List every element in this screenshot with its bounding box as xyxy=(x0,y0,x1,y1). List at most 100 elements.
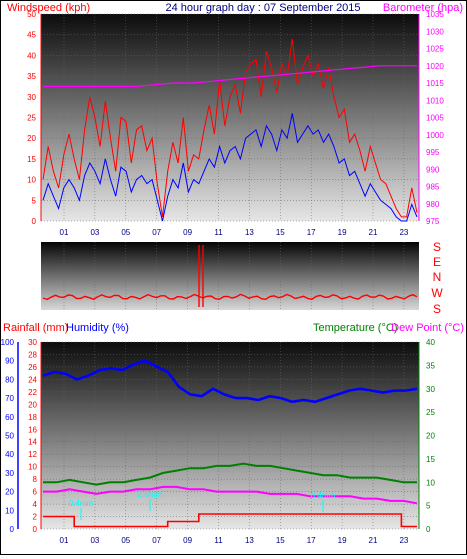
wind-dir-label-s-bottom: S xyxy=(433,302,441,316)
baro-y-tick-label: 1035 xyxy=(426,10,444,19)
wind-x-tick-label: 03 xyxy=(90,228,99,237)
climate-x-tick-label: 23 xyxy=(399,536,408,545)
humidity-y-tick-label: 0 xyxy=(10,525,15,534)
wind-speed-axes: 0510152025303540455097598098599099510001… xyxy=(27,10,444,237)
baro-y-tick-label: 1015 xyxy=(426,79,444,88)
rain-y-tick-label: 4 xyxy=(33,500,38,509)
baro-y-tick-label: 975 xyxy=(426,217,440,226)
wind-x-tick-label: 11 xyxy=(214,228,223,237)
temperature-axis-title: Temperature (°C) xyxy=(313,322,397,334)
wind-direction-series xyxy=(42,245,418,307)
wind-y-tick-label: 50 xyxy=(27,10,36,19)
temp-y-tick-label: 20 xyxy=(426,432,435,441)
temp-y-tick-label: 40 xyxy=(426,338,435,347)
climate-series xyxy=(42,359,418,528)
humidity-y-tick-label: 40 xyxy=(5,450,14,459)
humidity-axis-title: Humidity (%) xyxy=(66,322,129,334)
climate-x-tick-label: 07 xyxy=(152,536,161,545)
humidity-y-tick-label: 80 xyxy=(5,375,14,384)
climate-x-tick-label: 05 xyxy=(121,536,130,545)
baro-y-tick-label: 1030 xyxy=(426,27,444,36)
wind-speed-series xyxy=(42,38,418,222)
wind-x-tick-label: 23 xyxy=(399,228,408,237)
wind-x-tick-label: 15 xyxy=(276,228,285,237)
wind-dir-label-w: W xyxy=(431,286,443,300)
rain-y-tick-label: 26 xyxy=(28,363,37,372)
wind-x-tick-label: 19 xyxy=(338,228,347,237)
baro-y-tick-label: 990 xyxy=(426,165,440,174)
baro-y-tick-label: 1010 xyxy=(426,96,444,105)
dew-point-line xyxy=(43,485,418,505)
climate-x-tick-label: 21 xyxy=(369,536,378,545)
baro-y-tick-label: 1005 xyxy=(426,114,444,123)
temp-y-tick-label: 25 xyxy=(426,408,435,417)
wind-y-tick-label: 15 xyxy=(27,155,36,164)
wind-y-tick-label: 30 xyxy=(27,93,36,102)
rainfall-axis-title: Rainfall (mm) xyxy=(3,322,68,334)
wind-y-tick-label: 0 xyxy=(32,217,37,226)
dew-point-axis-title: Dew Point (°C) xyxy=(391,322,464,334)
rain-annotation-label: 2.0mm xyxy=(138,490,163,499)
wind-y-tick-label: 20 xyxy=(27,134,36,143)
humidity-y-tick-label: 90 xyxy=(5,357,14,366)
temp-y-tick-label: 35 xyxy=(426,361,435,370)
climate-axes: 0102030405060708090100024681012141618202… xyxy=(1,338,436,545)
rain-y-tick-label: 22 xyxy=(28,388,37,397)
humidity-y-tick-label: 60 xyxy=(5,413,14,422)
rain-annotations: 0.4mm 2.0mm 0.4mm xyxy=(69,490,336,520)
baro-y-tick-label: 1000 xyxy=(426,131,444,140)
wind-average-line xyxy=(42,113,418,222)
wind-y-tick-label: 40 xyxy=(27,51,36,60)
rain-annotation-label: 0.4mm xyxy=(69,499,94,508)
rain-y-tick-label: 12 xyxy=(28,450,37,459)
barometer-axis-title: Barometer (hpa) xyxy=(383,2,463,14)
wind-direction-grid xyxy=(63,242,405,310)
baro-y-tick-label: 980 xyxy=(426,200,440,209)
wind-dir-label-n: N xyxy=(433,270,442,284)
baro-y-tick-label: 995 xyxy=(426,148,440,157)
temp-y-tick-label: 10 xyxy=(426,478,435,487)
temperature-line xyxy=(43,462,417,486)
temp-y-tick-label: 0 xyxy=(426,525,431,534)
humidity-y-tick-label: 10 xyxy=(5,506,14,515)
baro-y-tick-label: 1020 xyxy=(426,62,444,71)
wind-dir-label-s-top: S xyxy=(433,240,441,254)
wind-gust-line xyxy=(42,38,418,218)
humidity-y-tick-label: 100 xyxy=(1,338,15,347)
climate-x-tick-label: 11 xyxy=(214,536,223,545)
rain-y-tick-label: 24 xyxy=(28,375,37,384)
humidity-y-tick-label: 30 xyxy=(5,469,14,478)
rain-y-tick-label: 18 xyxy=(28,413,37,422)
wind-y-tick-label: 45 xyxy=(27,31,36,40)
barometer-line xyxy=(43,65,417,88)
rain-y-tick-label: 6 xyxy=(33,488,38,497)
baro-y-tick-label: 985 xyxy=(426,183,440,192)
humidity-line xyxy=(42,359,418,404)
wind-x-tick-label: 13 xyxy=(245,228,254,237)
rain-y-tick-label: 8 xyxy=(33,475,38,484)
wind-x-tick-label: 17 xyxy=(307,228,316,237)
climate-x-tick-label: 19 xyxy=(338,536,347,545)
humidity-y-tick-label: 70 xyxy=(5,394,14,403)
climate-x-tick-label: 17 xyxy=(307,536,316,545)
wind-direction-labels: S E N W S xyxy=(431,240,443,316)
wind-x-tick-label: 21 xyxy=(369,228,378,237)
climate-x-tick-label: 01 xyxy=(60,536,69,545)
wind-y-tick-label: 10 xyxy=(27,176,36,185)
rain-y-tick-label: 10 xyxy=(28,463,37,472)
rain-y-tick-label: 16 xyxy=(28,425,37,434)
rain-y-tick-label: 28 xyxy=(28,350,37,359)
wind-y-tick-label: 25 xyxy=(27,114,36,123)
climate-x-tick-label: 13 xyxy=(245,536,254,545)
baro-y-tick-label: 1025 xyxy=(426,45,444,54)
wind-direction-plot-area xyxy=(41,242,419,310)
humidity-y-tick-label: 50 xyxy=(5,432,14,441)
rain-annotation-label: 0.4mm xyxy=(311,491,336,500)
rainfall-line xyxy=(43,513,417,528)
wind-direction-line xyxy=(42,293,418,301)
wind-y-tick-label: 35 xyxy=(27,72,36,81)
temp-y-tick-label: 15 xyxy=(426,455,435,464)
wind-x-tick-label: 07 xyxy=(152,228,161,237)
